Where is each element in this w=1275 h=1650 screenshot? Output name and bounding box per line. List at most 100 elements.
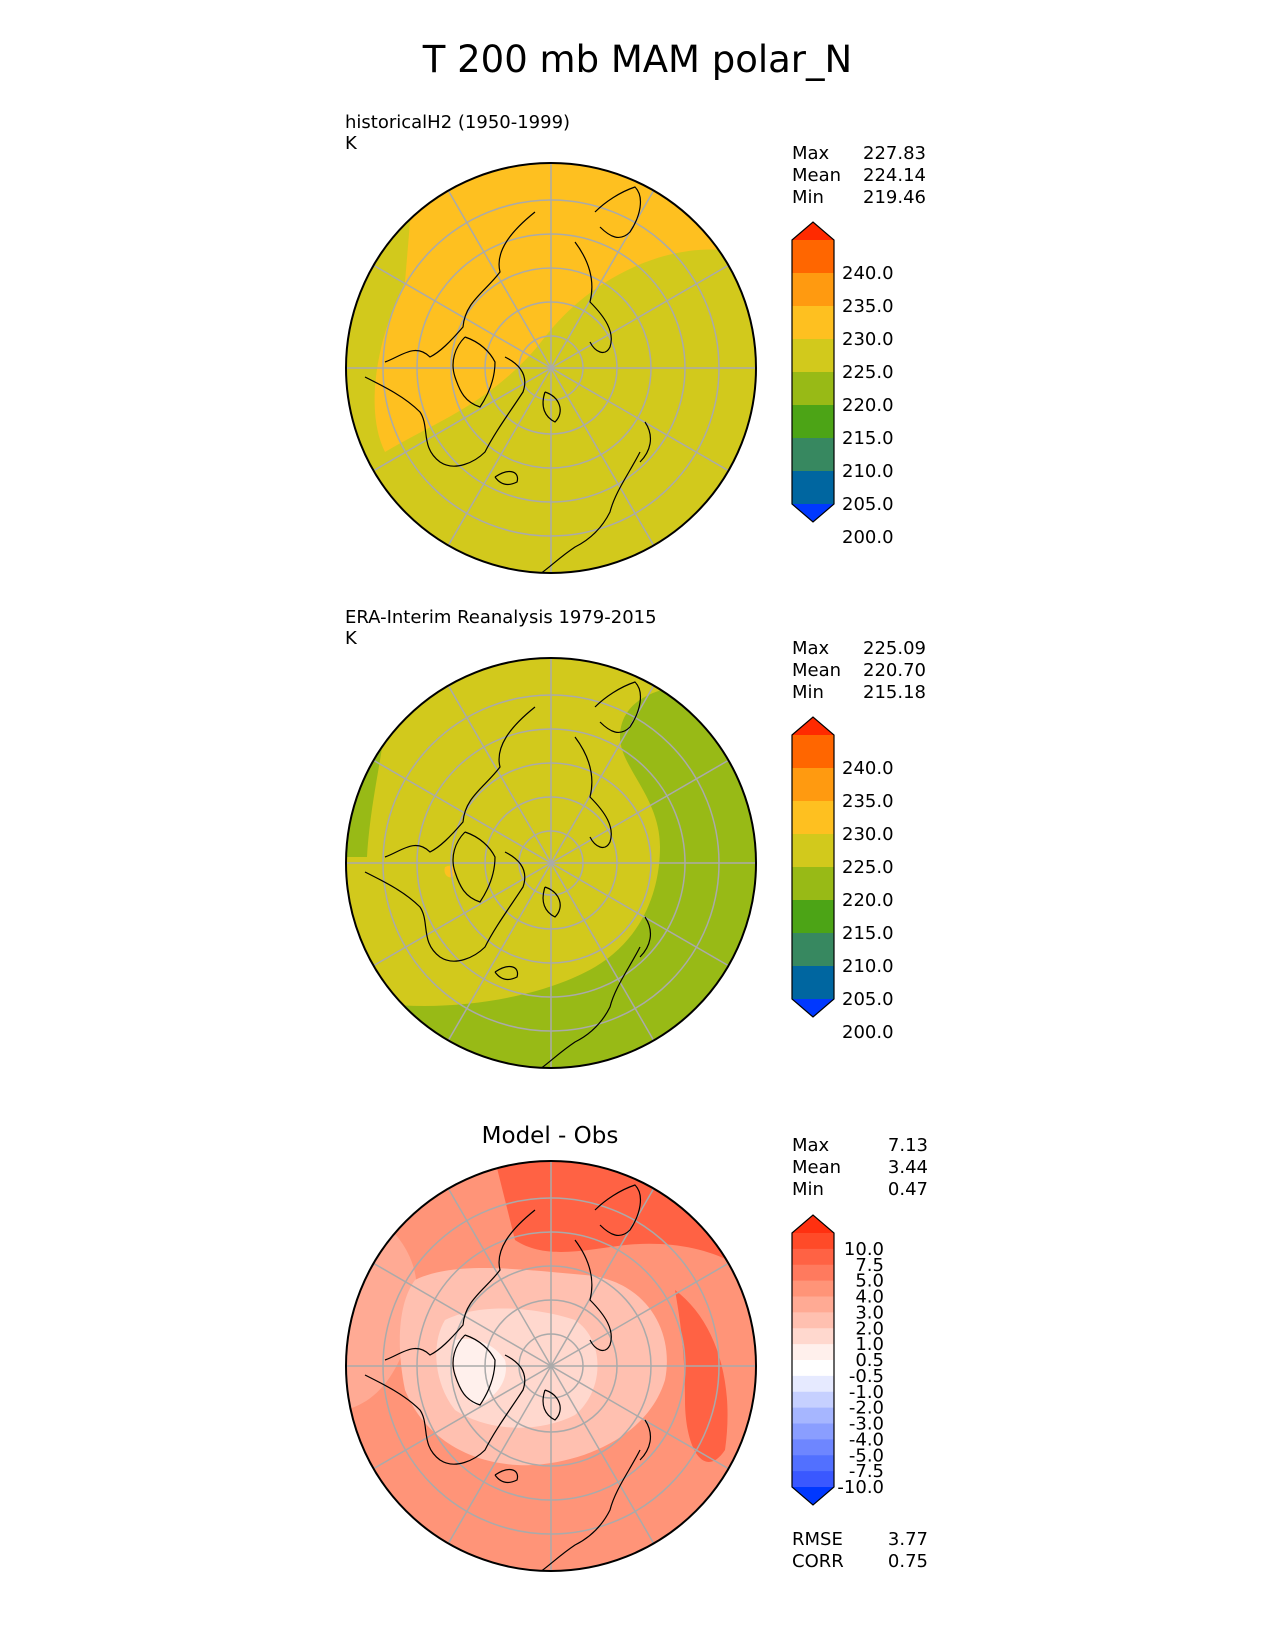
colorbar-extend-top [792, 1215, 834, 1233]
colorbar-segment [792, 735, 834, 769]
colorbar-tick-label: 200.0 [842, 527, 894, 548]
panel-obs: ERA-Interim Reanalysis 1979-2015 K [0, 495, 1275, 1069]
stats-box: Max 7.13 Mean 3.44 Min 0.47 [792, 1135, 928, 1200]
colorbar-outline [791, 221, 835, 523]
colorbar-tick-label: -3.0 [849, 1414, 884, 1435]
colorbar-segment [792, 867, 834, 901]
colorbar-tick-label: 7.5 [855, 1255, 884, 1276]
colorbar-segment [792, 339, 834, 373]
colorbar-segment [792, 1391, 834, 1409]
colorbar-segment [792, 372, 834, 406]
colorbar-tick-label: 230.0 [842, 824, 894, 845]
stat-max: 225.09 [863, 638, 926, 659]
colorbar-segment [792, 273, 834, 307]
panel-label: ERA-Interim Reanalysis 1979-2015 K [345, 607, 657, 649]
stat-rmse: 3.77 [887, 1529, 928, 1550]
colorbar-extend-top [792, 717, 834, 735]
colorbar-tick-label: 210.0 [842, 461, 894, 482]
colorbar-tick-label: -5.0 [849, 1445, 884, 1466]
colorbar-extend-bottom [792, 1487, 834, 1505]
polar-map [345, 1160, 757, 1572]
colorbar-segment [792, 1439, 834, 1456]
colorbar-segment [792, 801, 834, 835]
colorbar-tick-label: 215.0 [842, 428, 894, 449]
stat-mean: 224.14 [863, 165, 926, 186]
dataset-name: historicalH2 (1950-1999) [345, 112, 571, 133]
colorbar-outline [791, 716, 835, 1018]
map-border [345, 1160, 757, 1572]
graticule [346, 163, 756, 573]
dataset-name: ERA-Interim Reanalysis 1979-2015 [345, 607, 657, 628]
score-box: RMSE 3.77 CORR 0.75 [792, 1529, 928, 1572]
colorbar-outline [791, 1214, 835, 1506]
panel-label: historicalH2 (1950-1999) K [345, 112, 570, 154]
colorbar-tick-label: 220.0 [842, 890, 894, 911]
colorbar-tick-label: 210.0 [842, 956, 894, 977]
polar-map [345, 657, 757, 1069]
colorbar-extend-bottom [792, 504, 834, 522]
coastlines [364, 186, 652, 573]
colorbar-tick-label: -1.0 [849, 1382, 884, 1403]
colorbar-segment [792, 471, 834, 505]
colorbar-segment [792, 1248, 834, 1266]
colorbar-tick-label: 200.0 [842, 1022, 894, 1043]
colorbar-segment [792, 1455, 834, 1472]
colorbar-segment [792, 1328, 834, 1345]
colorbar-tick-label: -7.5 [849, 1461, 884, 1482]
stat-min: 0.47 [887, 1179, 928, 1200]
map-border [345, 657, 757, 1069]
colorbar-segment [792, 240, 834, 274]
figure-title: T 200 mb MAM polar_N [422, 38, 853, 81]
stat-mean: 220.70 [863, 660, 926, 681]
polar-map [345, 162, 757, 574]
colorbar-tick-label: 240.0 [842, 758, 894, 779]
map-border [345, 162, 757, 574]
colorbar-segment [792, 1407, 834, 1424]
colorbar-segment [792, 405, 834, 439]
colorbar-segment [792, 933, 834, 967]
panel-difference: Model - Obs [0, 990, 1275, 1572]
colorbar-tick-label: 220.0 [842, 395, 894, 416]
colorbar-segment [792, 1312, 834, 1329]
colorbar-segment [792, 1296, 834, 1313]
colorbar-tick-label: 205.0 [842, 494, 894, 515]
graticule [346, 658, 756, 1068]
colorbar-segment [792, 1375, 834, 1393]
colorbar-segment [792, 1280, 834, 1297]
colorbar-tick-label: 225.0 [842, 362, 894, 383]
colorbar: 240.0 235.0 230.0 225.0 220.0 215.0 210.0 205.0… [791, 716, 894, 1043]
colorbar-tick-label: 225.0 [842, 857, 894, 878]
units-label: K [345, 628, 357, 649]
colorbar-extend-bottom [792, 999, 834, 1017]
colorbar-tick-label: 205.0 [842, 989, 894, 1010]
colorbar-tick-label: 215.0 [842, 923, 894, 944]
colorbar-segment [792, 1233, 834, 1250]
colorbar: 240.0 235.0 230.0 225.0 220.0 215.0 210.0 205.0… [791, 221, 894, 548]
difference-title: Model - Obs [481, 1123, 619, 1149]
colorbar-tick-label: 235.0 [842, 296, 894, 317]
colorbar-tick-label: -10.0 [837, 1477, 884, 1498]
units-label: K [345, 133, 357, 154]
colorbar-segment [792, 1471, 834, 1488]
colorbar-tick-label: -2.0 [849, 1398, 884, 1419]
colorbar-tick-label: -0.5 [849, 1366, 884, 1387]
colorbar-tick-label: 10.0 [844, 1239, 884, 1260]
colorbar-tick-label: 235.0 [842, 791, 894, 812]
colorbar-segment [792, 1264, 834, 1282]
colorbar-tick-label: 0.5 [855, 1350, 884, 1371]
colorbar-tick-label: 2.0 [855, 1318, 884, 1339]
colorbar-segment [792, 1360, 834, 1377]
colorbar-segment [792, 768, 834, 802]
colorbar-segment [792, 1423, 834, 1440]
stats-box: Max 225.09 Mean 220.70 Min 215.18 [792, 638, 926, 703]
colorbar-tick-label: 240.0 [842, 263, 894, 284]
colorbar-tick-label: 4.0 [855, 1287, 884, 1308]
coastlines [364, 1184, 652, 1571]
stat-min: 219.46 [863, 187, 926, 208]
colorbar-tick-label: 1.0 [855, 1334, 884, 1355]
colorbar-segment [792, 834, 834, 868]
coastlines [364, 681, 652, 1068]
stat-max: 227.83 [863, 143, 926, 164]
colorbar-segment [792, 438, 834, 472]
stat-max: 7.13 [887, 1135, 928, 1156]
